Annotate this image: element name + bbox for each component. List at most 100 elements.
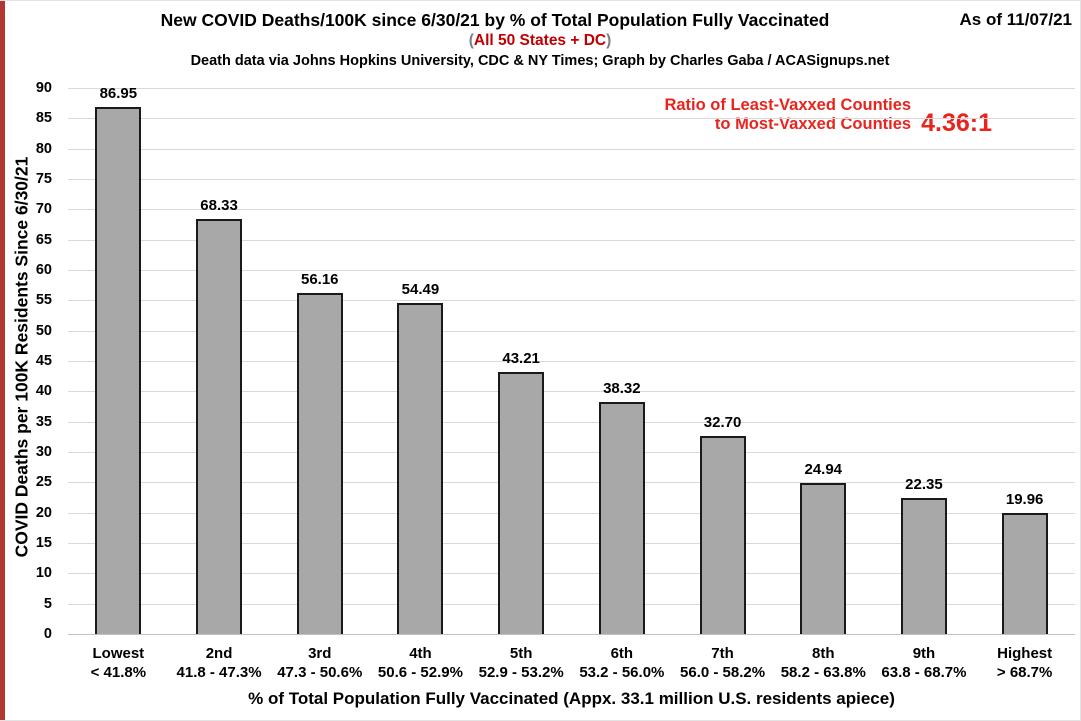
x-axis-baseline [68, 634, 1075, 635]
subtitle-text: All 50 States + DC [473, 32, 607, 49]
y-tick-label: 60 [35, 262, 52, 278]
gridline [68, 391, 1075, 393]
bar [900, 498, 947, 634]
gridline [68, 452, 1075, 453]
y-tick-label: 40 [35, 383, 52, 400]
x-category-name: Highest [997, 645, 1053, 662]
bar-value-label: 54.49 [401, 281, 440, 299]
x-category-label: Highest > 68.7% [997, 644, 1052, 682]
x-category-name: 6th [610, 645, 634, 662]
gridline [68, 543, 1075, 544]
y-tick-label: 55 [35, 292, 52, 309]
y-tick-label: 0 [43, 626, 52, 642]
gridline [68, 482, 1075, 484]
x-category-name: 8th [812, 645, 835, 662]
y-tick-label: 5 [43, 595, 52, 612]
x-category-label: 6th 53.2 - 56.0% [579, 644, 664, 682]
data-source-credit: Death data via Johns Hopkins University,… [190, 53, 890, 69]
gridline [68, 118, 1075, 120]
bar-value-label: 43.21 [502, 349, 540, 367]
y-tick-label: 65 [35, 231, 52, 248]
bar-value-label: 24.94 [804, 460, 843, 478]
gridline [68, 512, 1075, 514]
x-category-range: 50.6 - 52.9% [377, 664, 463, 681]
bar [397, 303, 444, 634]
x-category-name: Lowest [92, 645, 145, 662]
x-category-label: 9th 63.8 - 68.7% [881, 644, 966, 682]
plot-area: 0 5 10 15 20 25 30 35 40 45 50 55 60 65 70 75 80 85 90 86.9… [36, 80, 1075, 681]
y-tick-label: 50 [35, 322, 52, 339]
gridline [68, 239, 1075, 241]
gridline [68, 88, 1075, 89]
bar-value-label: 68.33 [200, 197, 238, 215]
x-category-name: 9th [912, 645, 936, 662]
left-edge-red-stripe [0, 1, 5, 720]
gridline [68, 179, 1075, 180]
bar-value-label: 86.95 [99, 84, 138, 102]
y-tick-label: 25 [35, 474, 52, 491]
x-category-name: 3rd [308, 645, 332, 662]
gridline [68, 330, 1075, 332]
x-category-label: 7th 56.0 - 58.2% [680, 644, 765, 682]
y-tick-label: 20 [35, 504, 52, 521]
gridline [68, 361, 1075, 362]
bar [95, 106, 142, 634]
bar-value-label: 22.35 [905, 476, 943, 494]
x-category-name: 5th [509, 645, 533, 662]
y-tick-label: 35 [35, 413, 52, 430]
bar [296, 293, 343, 634]
chart-subtitle: (All 50 States + DC) [0, 32, 1080, 50]
y-axis-title: COVID Deaths per 100K Residents Since 6/… [11, 156, 32, 558]
x-category-label: 2nd 41.8 - 47.3% [177, 644, 262, 682]
gridline [68, 603, 1075, 605]
gridline [68, 270, 1075, 271]
bar-value-label: 19.96 [1005, 490, 1044, 508]
gridline [68, 300, 1075, 302]
gridline [68, 421, 1075, 423]
x-category-range: > 68.7% [996, 664, 1053, 681]
chart-title: New COVID Deaths/100K since 6/30/21 by %… [160, 10, 830, 30]
x-axis-title: % of Total Population Fully Vaccinated (… [248, 689, 895, 708]
y-tick-label: 45 [35, 353, 52, 369]
gridline [68, 148, 1075, 150]
bar [196, 219, 243, 634]
ratio-annotation-line1: Ratio of Least-Vaxxed Counties [664, 96, 912, 114]
ratio-annotation-text: Ratio of Least-Vaxxed Counties to Most-V… [664, 96, 911, 134]
y-tick-label: 85 [35, 110, 52, 127]
x-category-label: 4th 50.6 - 52.9% [378, 644, 463, 682]
ratio-value: 4.36:1 [921, 109, 992, 137]
y-tick-label: 15 [35, 535, 52, 551]
x-category-label: 3rd 47.3 - 50.6% [277, 644, 362, 682]
as-of-date: As of 11/07/21 [959, 10, 1072, 29]
x-category-label: 5th 52.9 - 53.2% [479, 644, 564, 682]
subtitle-paren-close: ) [606, 32, 612, 49]
bar [1001, 512, 1048, 634]
gridline [68, 573, 1075, 575]
x-category-name: 7th [711, 645, 734, 662]
y-tick-label: 75 [35, 171, 52, 187]
ratio-annotation: Ratio of Least-Vaxxed Counties to Most-V… [500, 96, 992, 137]
y-tick-label: 80 [35, 140, 52, 157]
x-category-range: 41.8 - 47.3% [176, 664, 262, 681]
x-category-range: 47.3 - 50.6% [277, 664, 363, 681]
bar-value-label: 32.70 [703, 413, 742, 431]
x-category-range: 53.2 - 56.0% [579, 664, 665, 681]
x-category-name: 4th [409, 645, 432, 662]
x-category-label: 8th 58.2 - 63.8% [781, 644, 866, 682]
x-category-range: 52.9 - 53.2% [478, 664, 564, 681]
y-tick-label: 70 [35, 201, 52, 218]
y-tick-label: 30 [35, 444, 52, 460]
y-tick-label: 90 [35, 80, 52, 96]
bar [699, 435, 746, 634]
bar [598, 401, 645, 634]
x-category-range: 63.8 - 68.7% [881, 664, 967, 681]
gridline [68, 209, 1075, 211]
bar [800, 482, 847, 634]
bar-value-label: 56.16 [300, 271, 339, 289]
bar [498, 371, 545, 634]
subtitle-paren-open: ( [468, 32, 474, 49]
ratio-annotation-line2: to Most-Vaxxed Counties [714, 115, 912, 133]
bar-value-label: 38.32 [603, 379, 641, 397]
y-tick-label: 10 [35, 565, 52, 582]
